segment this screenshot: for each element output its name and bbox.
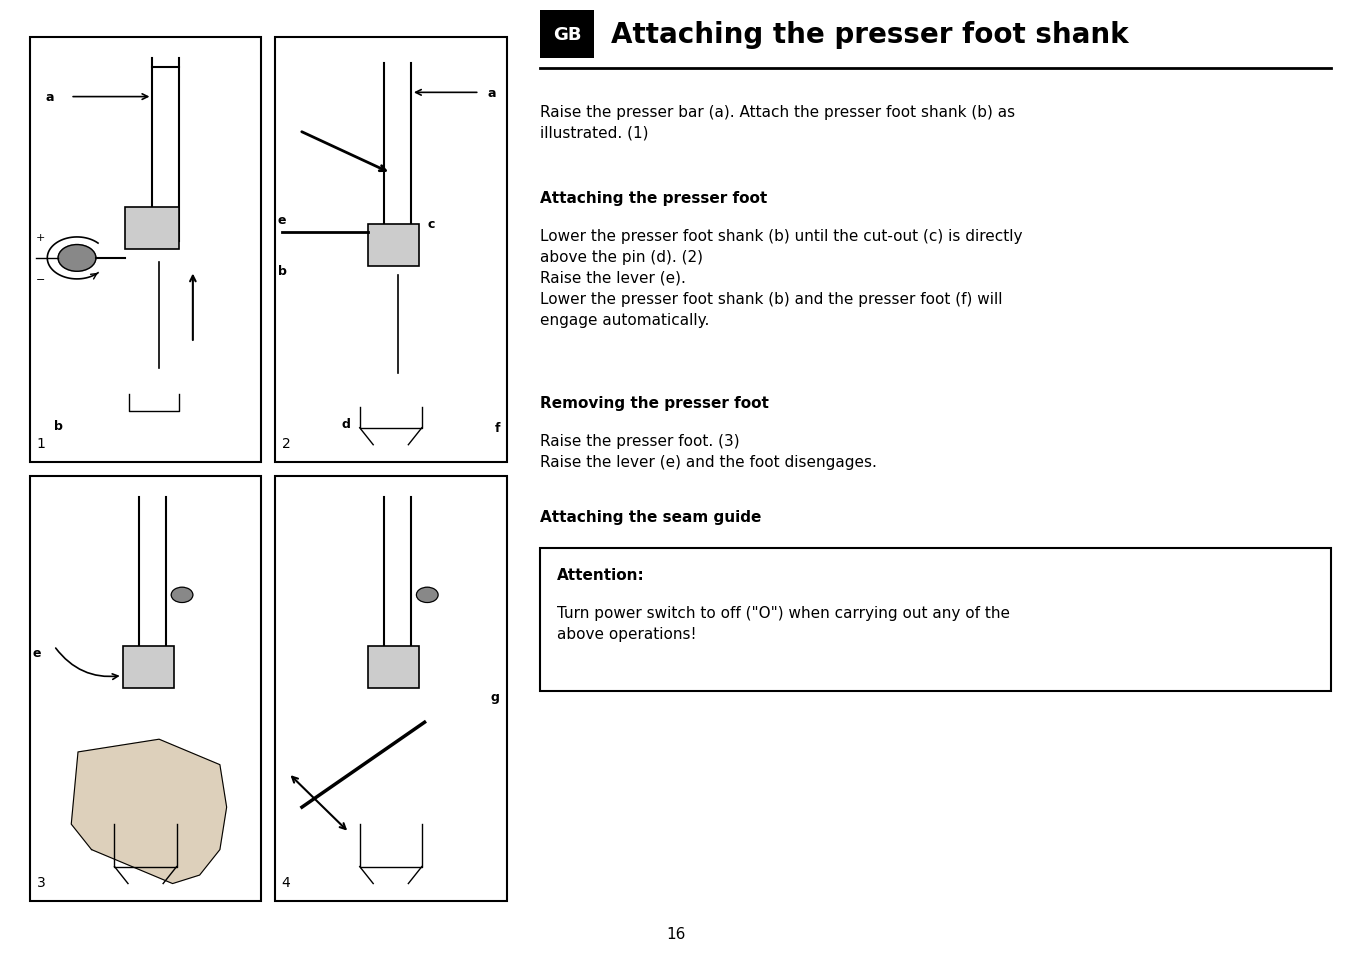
Text: a: a [488, 87, 496, 100]
Bar [367, 646, 419, 688]
Text: g: g [490, 691, 500, 703]
Text: 3: 3 [36, 875, 45, 889]
Text: Turn power switch to off ("O") when carrying out any of the
above operations!: Turn power switch to off ("O") when carr… [557, 605, 1009, 641]
Bar [367, 225, 419, 267]
Text: 16: 16 [666, 926, 685, 942]
FancyBboxPatch shape [540, 548, 1331, 691]
Circle shape [58, 245, 96, 272]
Text: d: d [342, 417, 350, 431]
Bar [123, 646, 174, 688]
Text: e: e [278, 213, 286, 227]
Bar [276, 38, 507, 462]
Text: Attaching the presser foot shank: Attaching the presser foot shank [611, 21, 1128, 50]
Text: f: f [494, 422, 500, 435]
FancyBboxPatch shape [540, 11, 594, 59]
Text: 1: 1 [36, 436, 46, 451]
Text: Attaching the seam guide: Attaching the seam guide [540, 510, 762, 525]
Text: +: + [36, 233, 45, 243]
Text: b: b [54, 419, 63, 433]
Bar [126, 208, 180, 251]
Text: Attach the seam guide (g) in the slot as illustrated. Adjust
according to need f: Attach the seam guide (g) in the slot as… [540, 548, 984, 584]
Text: Attention:: Attention: [557, 567, 644, 582]
Text: Raise the presser foot. (3)
Raise the lever (e) and the foot disengages.: Raise the presser foot. (3) Raise the le… [540, 434, 877, 470]
Text: GB: GB [553, 27, 582, 44]
Bar [30, 476, 261, 901]
Text: c: c [427, 218, 435, 232]
Text: b: b [278, 265, 286, 278]
Text: Raise the presser bar (a). Attach the presser foot shank (b) as
illustrated. (1): Raise the presser bar (a). Attach the pr… [540, 105, 1016, 141]
Text: e: e [32, 646, 41, 659]
Text: 4: 4 [282, 875, 290, 889]
Bar [276, 476, 507, 901]
Text: 2: 2 [282, 436, 290, 451]
Text: Removing the presser foot: Removing the presser foot [540, 395, 769, 411]
Circle shape [416, 588, 438, 603]
Text: −: − [36, 274, 45, 285]
Bar [30, 38, 261, 462]
Text: Attaching the presser foot: Attaching the presser foot [540, 191, 767, 206]
Polygon shape [72, 740, 227, 883]
Text: Lower the presser foot shank (b) until the cut-out (c) is directly
above the pin: Lower the presser foot shank (b) until t… [540, 229, 1023, 328]
Text: a: a [46, 91, 54, 104]
Circle shape [172, 588, 193, 603]
